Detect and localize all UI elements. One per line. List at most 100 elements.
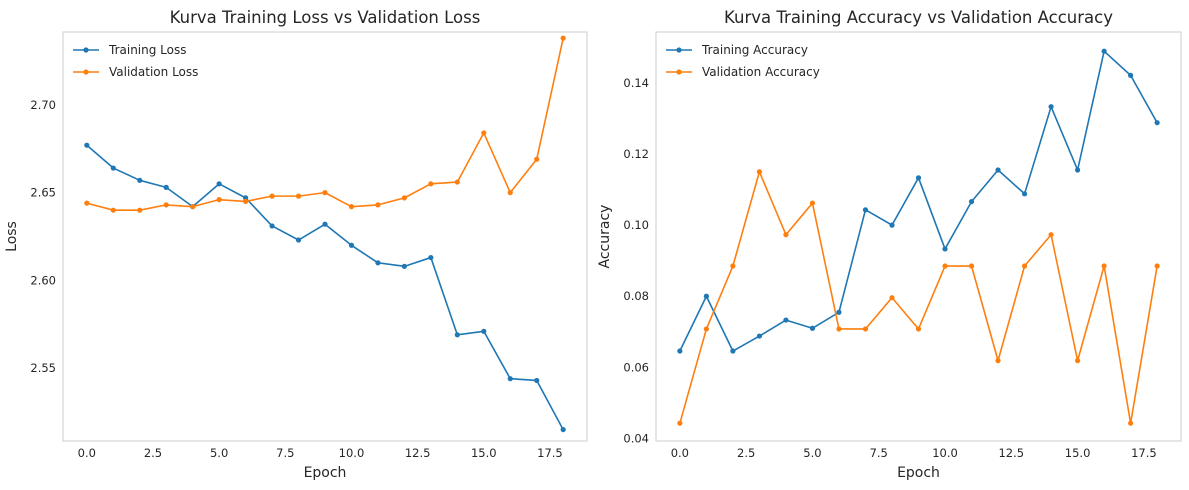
validation-accuracy-point [1101, 263, 1107, 269]
validation-loss-point [534, 156, 540, 162]
training-loss-point [163, 184, 169, 190]
training-accuracy-legend-label: Training Accuracy [701, 43, 808, 57]
training-accuracy-point [968, 199, 975, 205]
training-accuracy-point [995, 167, 1001, 173]
training-loss-point [560, 426, 566, 433]
validation-loss-point [454, 179, 460, 185]
training-loss-point [348, 242, 355, 248]
training-accuracy-point [1101, 48, 1107, 54]
accuracy-y-tick-label: 0.04 [623, 432, 649, 446]
training-loss-point [322, 221, 328, 227]
training-accuracy-point [809, 325, 816, 331]
accuracy-x-tick-label: 7.5 [870, 446, 888, 460]
loss-x-tick-label: 12.5 [405, 446, 431, 460]
loss-chart: 0.0 2.5 5.0 7.5 10.0 12.5 15.0 17.5 2.55 2.60 2.65… [4, 8, 588, 481]
validation-loss-point [401, 195, 407, 201]
loss-legend: Training Loss Validation Loss [73, 43, 198, 79]
training-accuracy-point [703, 293, 709, 299]
training-accuracy-point [889, 222, 895, 228]
training-loss-point [401, 263, 407, 269]
validation-loss-point [137, 207, 143, 213]
loss-y-tick-label: 2.60 [30, 273, 56, 287]
validation-loss-point [110, 207, 116, 213]
validation-loss-point [269, 193, 275, 199]
training-loss-point [507, 376, 513, 382]
accuracy-x-tick-label: 0.0 [671, 446, 689, 460]
validation-accuracy-legend-marker [676, 69, 682, 75]
validation-loss-point [375, 202, 381, 208]
loss-y-tick-label: 2.55 [30, 361, 56, 375]
training-loss-point [110, 165, 116, 171]
accuracy-x-tick-label: 5.0 [803, 446, 821, 460]
validation-loss-point [322, 190, 328, 196]
validation-accuracy-point [1154, 263, 1160, 269]
validation-accuracy-point [730, 263, 736, 269]
training-loss-point [375, 260, 381, 266]
validation-loss-point [560, 35, 566, 41]
validation-loss-point [295, 193, 302, 199]
accuracy-x-tick-label: 10.0 [932, 446, 958, 460]
validation-accuracy-point [756, 169, 763, 175]
loss-x-axis-label: Epoch [304, 465, 347, 481]
validation-accuracy-point [836, 326, 842, 332]
validation-accuracy-point [915, 326, 922, 332]
validation-loss-point [428, 181, 434, 187]
validation-loss-point [243, 198, 249, 204]
loss-x-tick-label: 0.0 [78, 446, 96, 460]
training-accuracy-point [1154, 120, 1160, 126]
validation-loss-point [216, 197, 222, 203]
accuracy-y-tick-label: 0.10 [623, 218, 649, 232]
validation-accuracy-point [942, 263, 948, 269]
training-loss-point [137, 177, 143, 183]
loss-x-tick-label: 5.0 [210, 446, 228, 460]
validation-accuracy-point [1128, 420, 1134, 426]
training-accuracy-point [942, 246, 948, 252]
validation-accuracy-point [809, 200, 816, 206]
loss-x-tick-label: 10.0 [339, 446, 365, 460]
validation-accuracy-point [1048, 232, 1054, 238]
accuracy-x-tick-label: 15.0 [1065, 446, 1091, 460]
training-accuracy-point [915, 175, 922, 181]
training-accuracy-point [1074, 167, 1081, 173]
validation-accuracy-point [889, 295, 895, 301]
training-accuracy-point [677, 348, 683, 354]
validation-accuracy-point [968, 263, 975, 269]
loss-x-tick-label: 17.5 [537, 446, 563, 460]
training-loss-point [216, 181, 222, 187]
accuracy-chart: 0.0 2.5 5.0 7.5 10.0 12.5 15.0 17.5 0.04 0.06 0.08… [597, 8, 1182, 481]
validation-loss-point [84, 200, 90, 206]
validation-loss-legend-marker [83, 69, 89, 75]
validation-accuracy-point [995, 358, 1001, 364]
training-accuracy-point [1048, 104, 1054, 110]
training-accuracy-point [730, 348, 736, 354]
training-accuracy-legend-marker [676, 47, 682, 53]
validation-loss-legend-label: Validation Loss [109, 65, 198, 79]
accuracy-legend: Training Accuracy Validation Accuracy [666, 43, 820, 79]
loss-x-tick-label: 2.5 [144, 446, 162, 460]
accuracy-y-tick-label: 0.08 [623, 289, 649, 303]
validation-accuracy-point [703, 326, 709, 332]
accuracy-y-axis-label: Accuracy [597, 205, 613, 269]
loss-y-tick-label: 2.70 [30, 98, 56, 112]
loss-chart-title: Kurva Training Loss vs Validation Loss [170, 8, 481, 27]
training-accuracy-point [836, 309, 842, 315]
training-accuracy-point [1021, 191, 1028, 197]
validation-loss-point [481, 130, 487, 136]
validation-loss-point [163, 202, 169, 208]
accuracy-x-tick-label: 2.5 [737, 446, 755, 460]
training-loss-legend-label: Training Loss [108, 43, 186, 57]
training-accuracy-point [1128, 72, 1134, 78]
validation-accuracy-point [783, 232, 789, 238]
validation-accuracy-point [862, 326, 869, 332]
training-loss-point [269, 223, 275, 229]
accuracy-axes-frame [655, 31, 1182, 442]
training-loss-point [428, 254, 434, 261]
loss-x-tick-label: 7.5 [276, 446, 294, 460]
validation-loss-point [507, 190, 513, 196]
training-accuracy-point [756, 333, 763, 339]
training-loss-point [534, 377, 540, 384]
validation-accuracy-legend-label: Validation Accuracy [702, 65, 820, 79]
accuracy-x-tick-label: 17.5 [1131, 446, 1157, 460]
training-loss-point [84, 142, 90, 148]
training-accuracy-point [783, 317, 789, 323]
